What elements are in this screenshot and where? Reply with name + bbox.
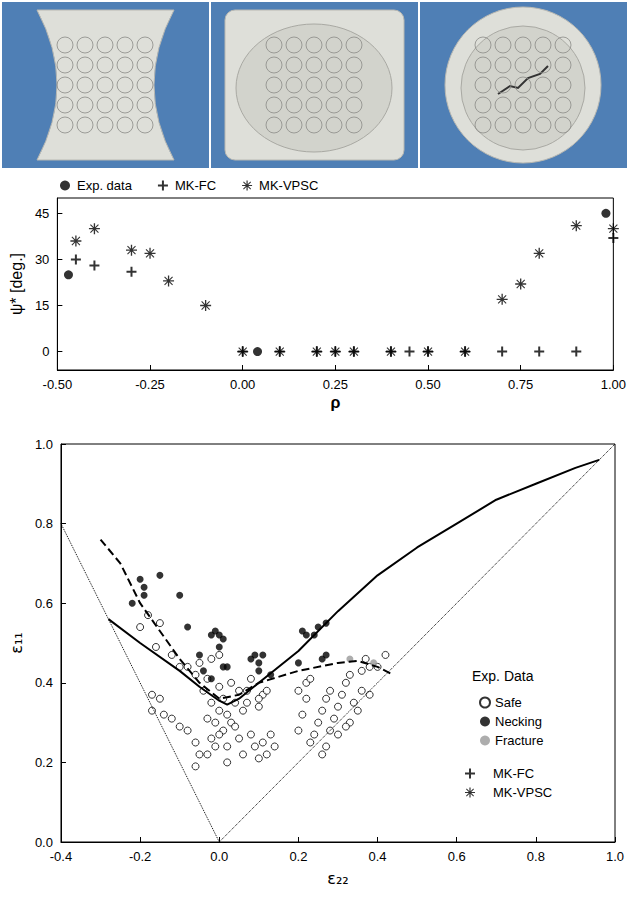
svg-text:ρ: ρ [330, 394, 340, 411]
svg-text:1.00: 1.00 [601, 377, 626, 392]
svg-text:1.0: 1.0 [35, 437, 53, 452]
svg-text:-0.50: -0.50 [43, 377, 73, 392]
svg-text:0.4: 0.4 [35, 675, 53, 690]
svg-text:Necking: Necking [495, 714, 542, 729]
svg-text:30: 30 [35, 252, 49, 267]
svg-text:MK-VPSC: MK-VPSC [493, 785, 552, 800]
svg-text:MK-FC: MK-FC [493, 766, 534, 781]
svg-text:0.50: 0.50 [415, 377, 440, 392]
svg-text:0.8: 0.8 [527, 849, 545, 864]
svg-text:0.0: 0.0 [210, 849, 228, 864]
svg-text:0: 0 [42, 344, 49, 359]
svg-text:0.0: 0.0 [35, 835, 53, 850]
svg-text:ε₁₁: ε₁₁ [7, 632, 26, 653]
svg-text:0.00: 0.00 [230, 377, 255, 392]
svg-text:15: 15 [35, 298, 49, 313]
svg-text:45: 45 [35, 206, 49, 221]
svg-text:0.75: 0.75 [508, 377, 533, 392]
svg-text:-0.25: -0.25 [135, 377, 165, 392]
svg-text:1.0: 1.0 [606, 849, 624, 864]
svg-text:0.6: 0.6 [35, 596, 53, 611]
svg-text:Exp. Data: Exp. Data [472, 668, 534, 684]
svg-text:Safe: Safe [495, 695, 522, 710]
svg-text:MK-VPSC: MK-VPSC [259, 178, 318, 193]
svg-text:0.2: 0.2 [35, 755, 53, 770]
svg-text:Fracture: Fracture [495, 733, 543, 748]
svg-text:MK-FC: MK-FC [175, 178, 216, 193]
svg-text:0.6: 0.6 [448, 849, 466, 864]
svg-text:ε₂₂: ε₂₂ [327, 869, 348, 888]
svg-text:-0.4: -0.4 [50, 849, 72, 864]
svg-text:0.4: 0.4 [369, 849, 387, 864]
svg-text:0.8: 0.8 [35, 516, 53, 531]
svg-text:-0.2: -0.2 [129, 849, 151, 864]
svg-text:0.2: 0.2 [289, 849, 307, 864]
svg-text:Exp. data: Exp. data [77, 178, 133, 193]
svg-text:0.25: 0.25 [323, 377, 348, 392]
svg-text:ψ* [deg.]: ψ* [deg.] [8, 253, 25, 315]
